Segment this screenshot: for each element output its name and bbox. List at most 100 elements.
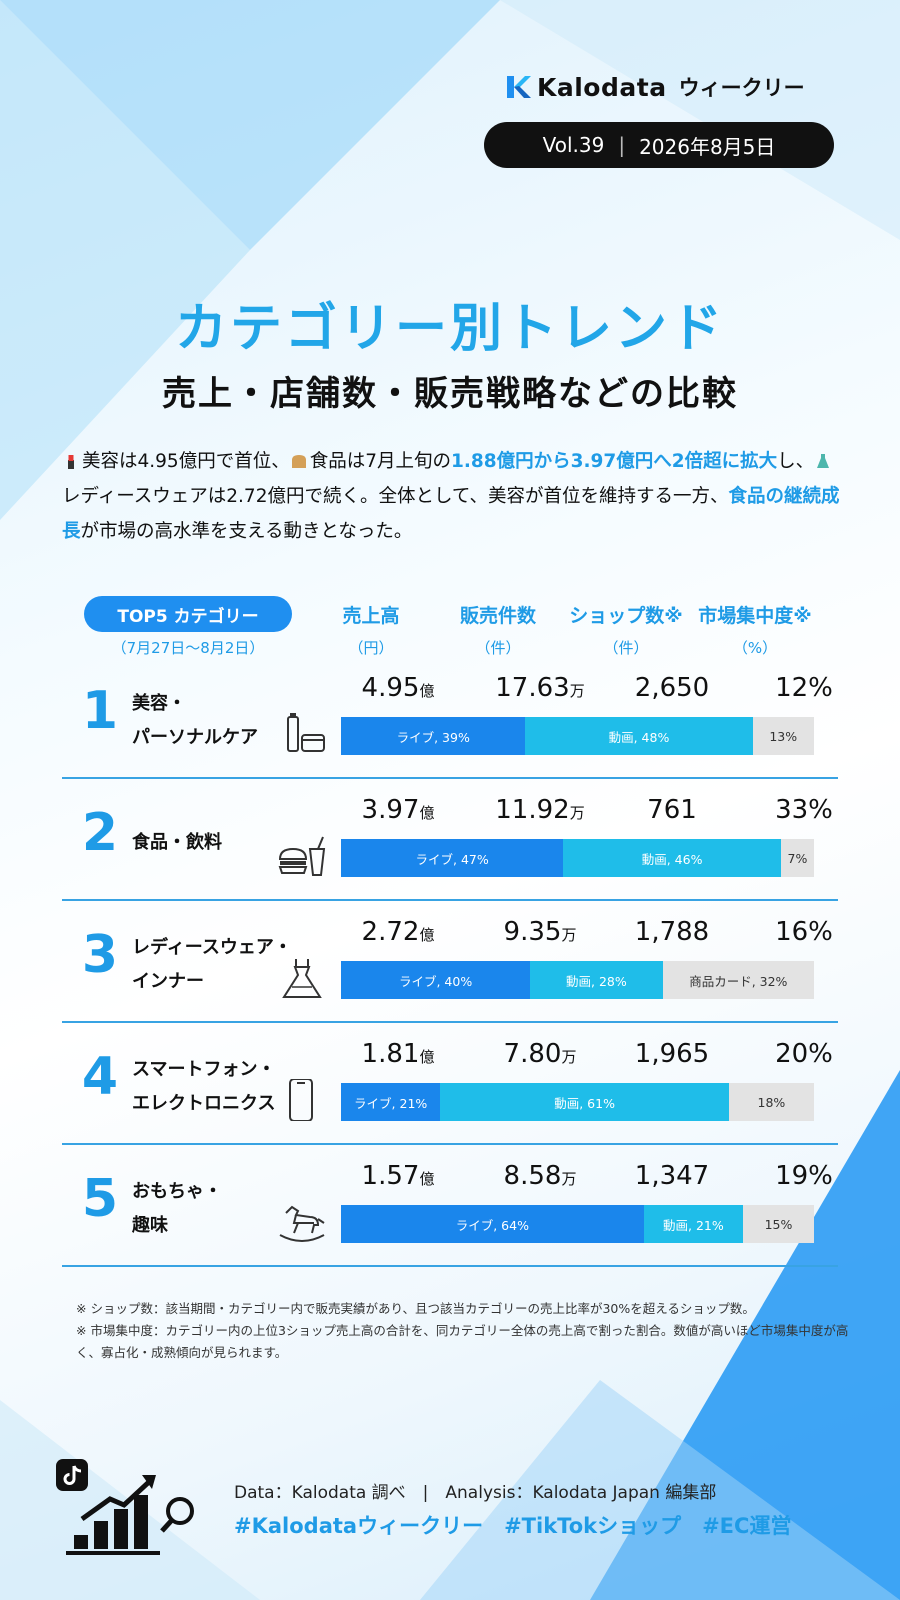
issue-date: 2026年8月5日 — [639, 134, 776, 159]
sales-mix-segment: 動画, 46% — [563, 839, 781, 877]
rank-number: 2 — [81, 803, 119, 863]
summary-text-5: が市場の高水準を支える動きとなった。 — [80, 521, 413, 542]
sales-mix-segment: ライブ, 39% — [341, 717, 526, 755]
lipstick-icon — [68, 455, 74, 469]
sales-mix-segment: 動画, 61% — [440, 1083, 729, 1121]
category-name: 食品・飲料 — [132, 826, 292, 860]
rank-number: 3 — [81, 925, 119, 985]
sales-mix-segment: 18% — [728, 1083, 814, 1121]
column-header-3: ショップ数※ — [569, 605, 683, 627]
sales-mix-segment: 商品カード, 32% — [662, 961, 814, 999]
column-unit-3: （件） — [603, 639, 649, 657]
top5-label-pill: TOP5 カテゴリー — [84, 596, 292, 632]
page-subtitle: 売上・店舗数・販売戦略などの比較 — [162, 374, 738, 414]
sales-mix-segment: 動画, 28% — [530, 961, 663, 999]
shop-count-value-number: 2,650 — [634, 673, 710, 703]
count-value-number: 7.80 — [503, 1039, 562, 1069]
sales-value-number: 1.57 — [361, 1161, 420, 1191]
data-source: Data：Kalodata 調べ | Analysis：Kalodata Jap… — [234, 1483, 717, 1503]
sales-value: 2.72億 — [328, 917, 468, 947]
column-unit-1: （円） — [348, 639, 394, 657]
sales-mix-bar: ライブ, 40% 動画, 28% 商品カード, 32% — [341, 961, 814, 999]
column-header-4: 市場集中度※ — [698, 605, 812, 627]
sales-mix-segment: ライブ, 40% — [341, 961, 531, 999]
sales-value-unit: 億 — [419, 804, 435, 822]
dress-icon — [282, 959, 322, 998]
summary-paragraph: 美容は4.95億円で首位、 食品は7月上旬の1.88億円から3.97億円へ2倍超… — [62, 444, 852, 549]
shop-count-value: 1,788 — [602, 917, 742, 947]
smartphone-icon — [289, 1079, 313, 1121]
brand-name: Kalodata — [537, 72, 667, 102]
sales-value: 3.97億 — [328, 795, 468, 825]
sales-value-number: 1.81 — [361, 1039, 420, 1069]
analytics-chart-icon — [56, 1459, 194, 1555]
sales-value-number: 4.95 — [361, 673, 420, 703]
sales-value-unit: 億 — [419, 926, 435, 944]
column-unit-4: （%） — [732, 639, 778, 657]
column-header-1: 売上高 — [342, 605, 400, 627]
brand-header: Kalodata ウィークリー — [505, 72, 805, 102]
shop-count-value-number: 1,347 — [634, 1161, 710, 1191]
concentration-value: 33% — [734, 795, 874, 825]
rank-number: 1 — [81, 681, 119, 741]
category-name: 美容・ パーソナルケア — [132, 687, 292, 755]
concentration-value-number: 20% — [775, 1039, 833, 1069]
period-label: （7月27日〜8月2日） — [111, 639, 265, 657]
column-header-2: 販売件数 — [459, 605, 536, 627]
concentration-value-number: 12% — [775, 673, 833, 703]
sales-value-number: 3.97 — [361, 795, 420, 825]
dress-icon — [817, 454, 830, 468]
summary-text-4: レディースウェアは2.72億円で続く。全体として、美容が首位を維持する一方、 — [62, 486, 729, 507]
concentration-value-number: 19% — [775, 1161, 833, 1191]
shop-count-value-number: 1,965 — [634, 1039, 710, 1069]
count-value: 8.58万 — [470, 1161, 610, 1191]
footnote-shop-count: ※ ショップ数：該当期間・カテゴリー内で販売実績があり、且つ該当カテゴリーの売上… — [76, 1301, 755, 1316]
summary-highlight-2: 食品の継続成長 — [62, 486, 840, 542]
category-name-line: スマートフォン・ — [132, 1059, 276, 1080]
count-value-number: 8.58 — [503, 1161, 562, 1191]
count-value-unit: 万 — [561, 926, 577, 944]
sales-value-number: 2.72 — [361, 917, 420, 947]
footnotes: ※ ショップ数：該当期間・カテゴリー内で販売実績があり、且つ該当カテゴリーの売上… — [76, 1298, 856, 1364]
count-value: 9.35万 — [470, 917, 610, 947]
category-name-line: 食品・飲料 — [132, 832, 222, 853]
sales-mix-segment: ライブ, 64% — [341, 1205, 644, 1243]
table-row: 2 食品・飲料 3.97億 11.92万 761 33% ライブ, 47% 動画, 46% 7% — [62, 781, 838, 901]
count-value-unit: 万 — [561, 1048, 577, 1066]
shop-count-value: 761 — [602, 795, 742, 825]
count-value-unit: 万 — [561, 1170, 577, 1188]
sales-value: 1.81億 — [328, 1039, 468, 1069]
shop-count-value-number: 761 — [647, 795, 697, 825]
sales-value-unit: 億 — [419, 682, 435, 700]
concentration-value: 12% — [734, 673, 874, 703]
hashtags: #Kalodataウィークリー #TikTokショップ #EC運営 — [234, 1514, 792, 1538]
sales-mix-bar: ライブ, 64% 動画, 21% 15% — [341, 1205, 814, 1243]
category-name: スマートフォン・ エレクトロニクス — [132, 1053, 292, 1121]
sales-mix-segment: 7% — [780, 839, 814, 877]
category-name-line: 趣味 — [132, 1215, 168, 1236]
count-value-number: 11.92 — [495, 795, 570, 825]
category-name-line: エレクトロニクス — [132, 1093, 276, 1114]
count-value: 17.63万 — [470, 673, 610, 703]
category-name-line: インナー — [132, 971, 204, 992]
page-title: カテゴリー別トレンド — [174, 299, 725, 359]
summary-text-3: し、 — [777, 451, 815, 472]
concentration-value-number: 33% — [775, 795, 833, 825]
category-name-line: パーソナルケア — [132, 727, 258, 748]
concentration-value: 16% — [734, 917, 874, 947]
sales-mix-bar: ライブ, 21% 動画, 61% 18% — [341, 1083, 814, 1121]
shop-count-value: 1,347 — [602, 1161, 742, 1191]
category-name-line: おもちゃ・ — [132, 1181, 222, 1202]
table-row: 5 おもちゃ・ 趣味 1.57億 8.58万 1,347 19% ライブ, 64% 動画, 21… — [62, 1147, 838, 1267]
footnote-concentration: ※ 市場集中度：カテゴリー内の上位3ショップ売上高の合計を、同カテゴリー全体の売… — [76, 1323, 849, 1360]
sales-value-unit: 億 — [419, 1048, 435, 1066]
count-value: 7.80万 — [470, 1039, 610, 1069]
issue-volume: Vol.39 — [542, 133, 605, 157]
concentration-value: 20% — [734, 1039, 874, 1069]
cosmetics-icon — [287, 713, 325, 752]
sales-mix-segment: 動画, 21% — [643, 1205, 744, 1243]
concentration-value-number: 16% — [775, 917, 833, 947]
category-name: レディースウェア・ インナー — [132, 931, 292, 999]
rank-number: 5 — [81, 1169, 119, 1229]
